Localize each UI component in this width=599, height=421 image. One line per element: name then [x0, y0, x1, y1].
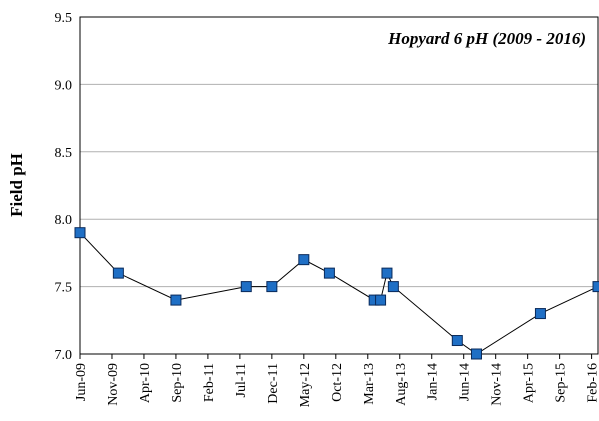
x-tick-label: Jul-11	[234, 363, 249, 397]
x-tick-label: Sep-10	[170, 363, 185, 403]
x-tick-label: Jun-14	[458, 363, 473, 401]
x-tick-label: Nov-14	[490, 363, 505, 406]
data-point	[470, 348, 482, 360]
data-point	[375, 294, 387, 306]
x-tick-label: Feb-11	[202, 363, 217, 402]
data-point	[387, 281, 399, 293]
data-point	[323, 267, 335, 279]
data-point	[298, 254, 310, 266]
y-tick-label: 8.5	[55, 146, 73, 161]
x-tick-label: Oct-12	[330, 363, 345, 402]
data-point	[240, 281, 252, 293]
x-tick-label: Nov-09	[106, 363, 121, 406]
y-tick-label: 7.0	[55, 348, 73, 363]
y-tick-label: 9.5	[55, 11, 73, 26]
data-line	[79, 232, 599, 355]
data-point	[266, 281, 278, 293]
x-tick-label: Apr-15	[522, 363, 537, 403]
x-tick-label: Jun-09	[74, 363, 89, 401]
y-tick-label: 9.0	[55, 78, 73, 93]
x-tick-label: Aug-13	[394, 363, 409, 406]
x-tick-label: Mar-13	[362, 363, 377, 405]
data-point	[381, 267, 393, 279]
x-tick-label: Apr-10	[138, 363, 153, 403]
x-tick-label: Sep-15	[554, 363, 569, 403]
data-point	[451, 335, 463, 347]
y-axis-label: Field pH	[7, 153, 26, 217]
x-tick-label: May-12	[298, 363, 313, 407]
y-tick-label: 7.5	[55, 281, 73, 296]
chart-title: Hopyard 6 pH (2009 - 2016)	[387, 29, 586, 48]
y-tick-label: 8.0	[55, 213, 73, 228]
plot-frame	[79, 16, 599, 355]
data-point	[592, 281, 599, 293]
data-point	[112, 267, 124, 279]
data-point	[170, 294, 182, 306]
data-point	[534, 308, 546, 320]
x-tick-label: Dec-11	[266, 363, 281, 404]
x-tick-label: Jan-14	[426, 363, 441, 400]
data-point	[74, 227, 86, 239]
x-tick-label: Feb-16	[586, 363, 599, 403]
